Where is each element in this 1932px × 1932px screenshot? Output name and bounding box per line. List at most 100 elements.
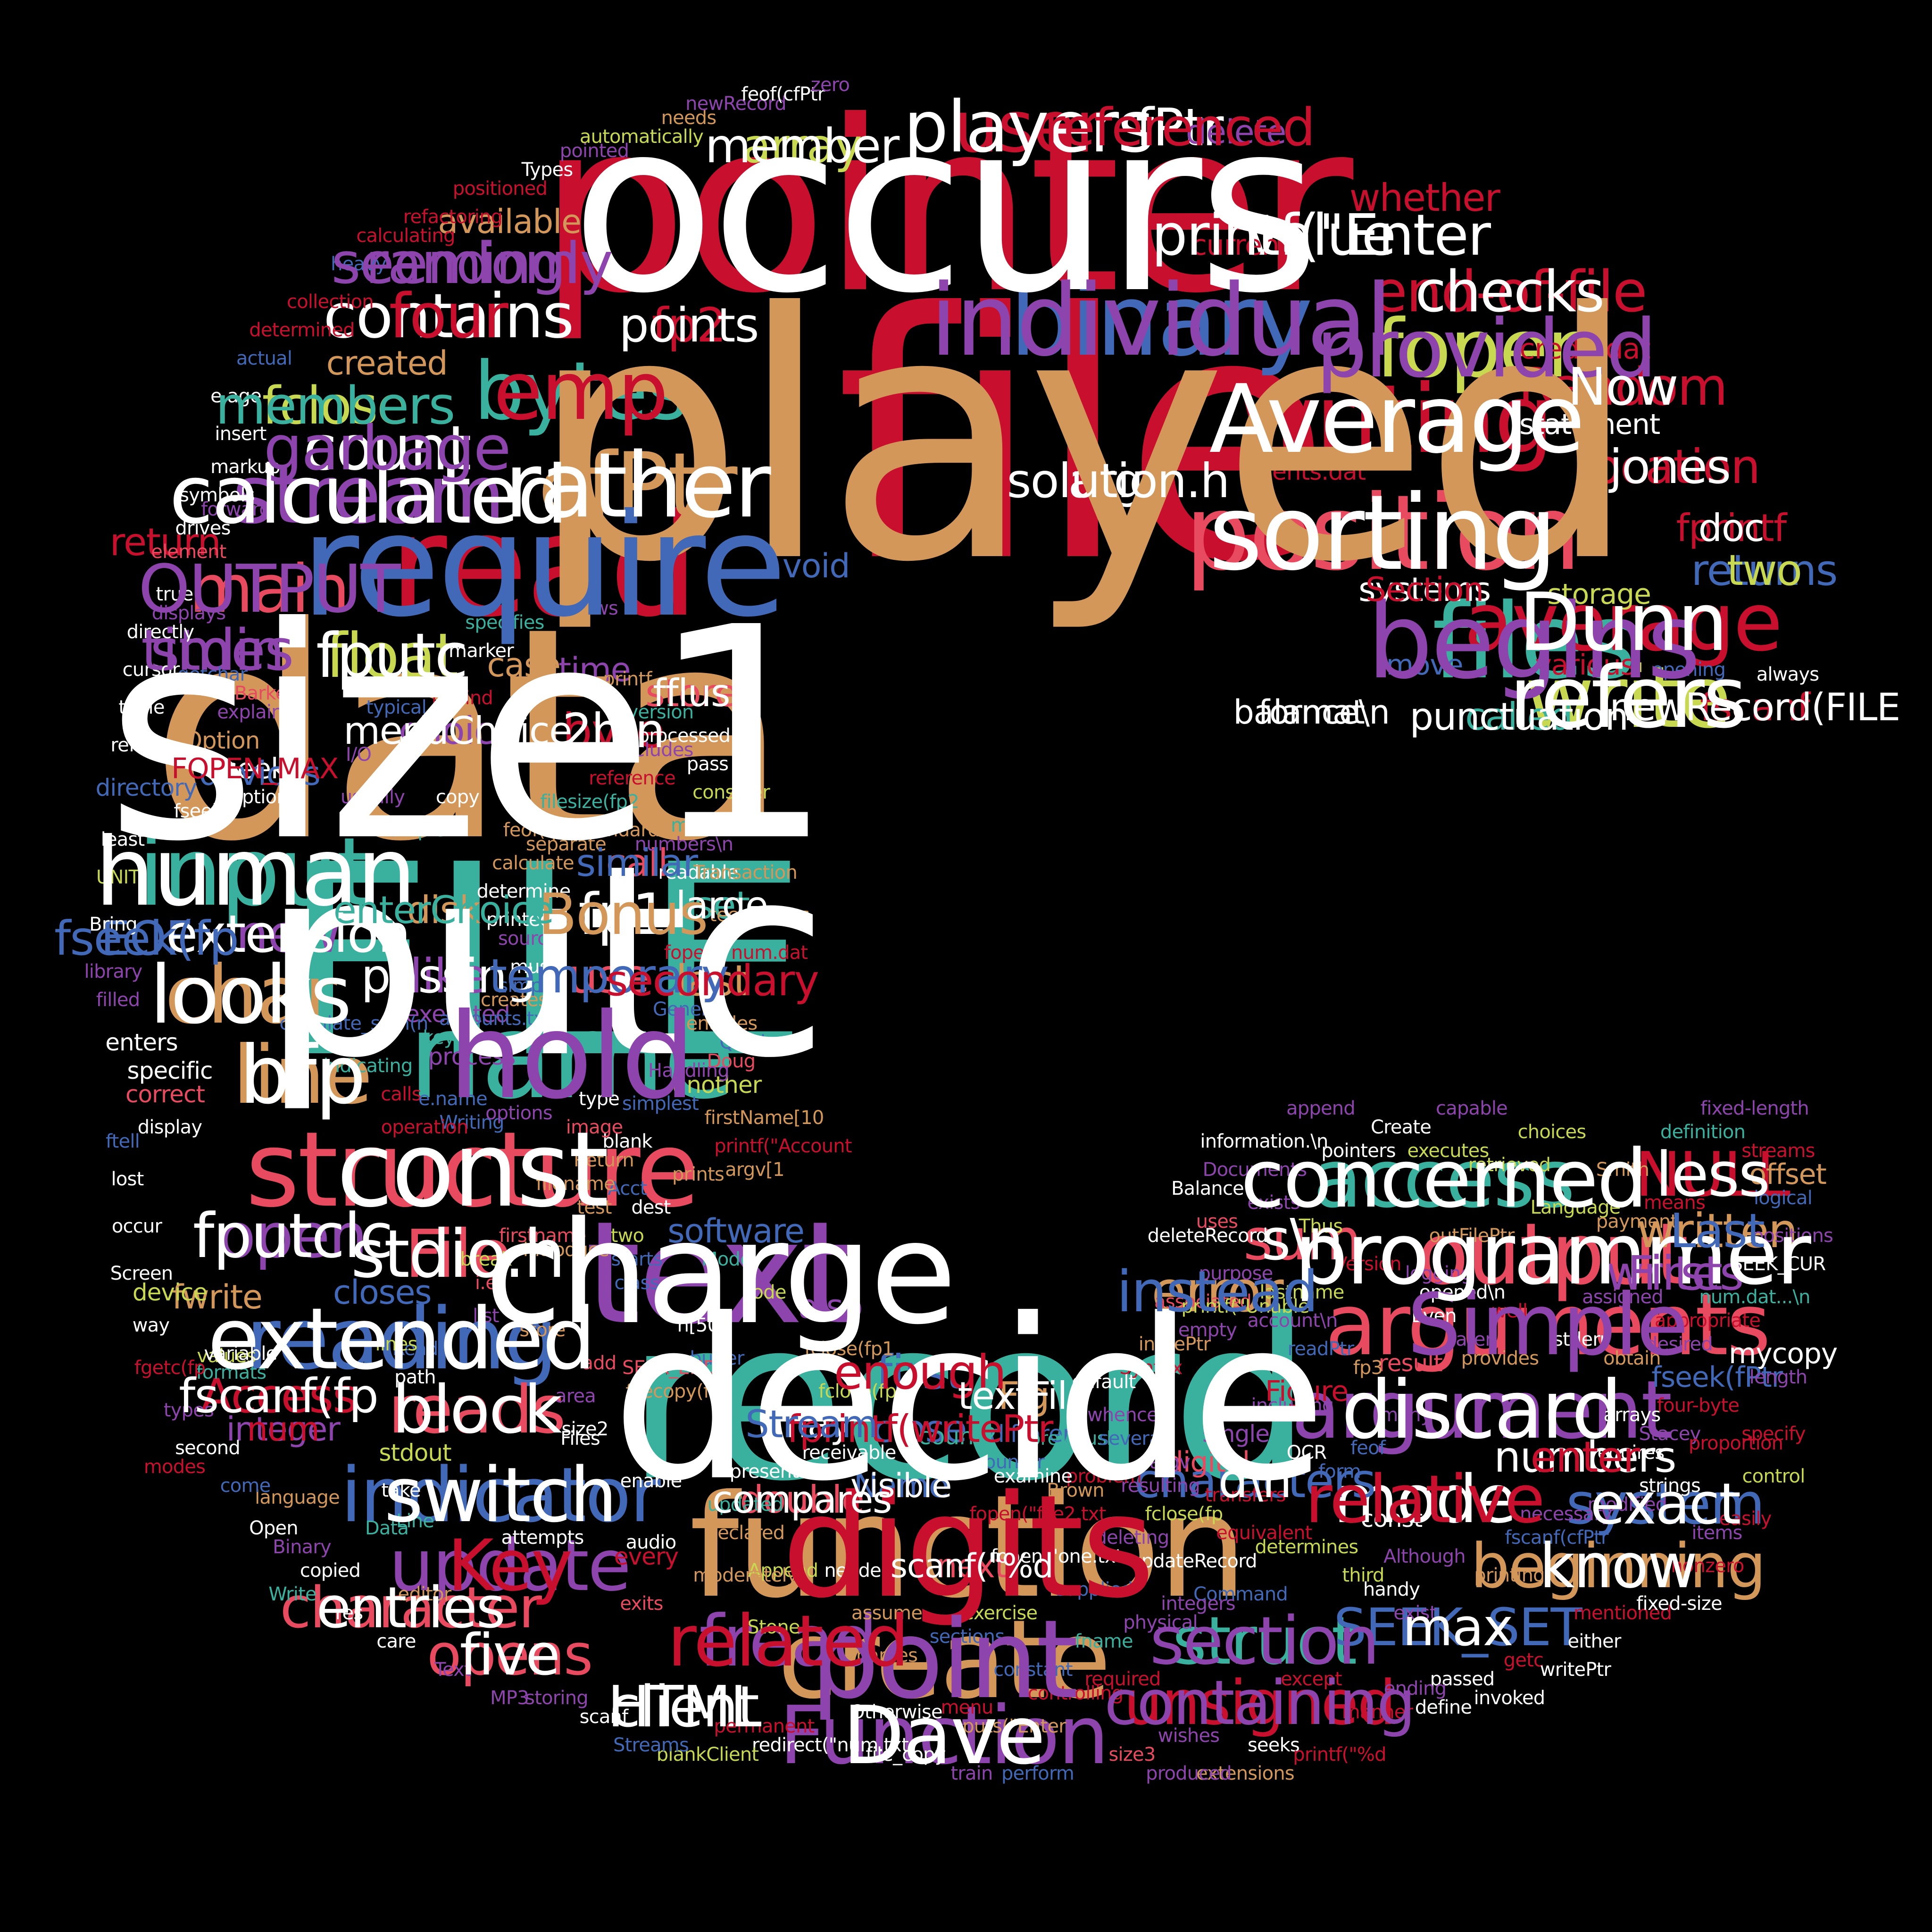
cloud-word: account\n bbox=[1247, 1310, 1338, 1332]
cloud-word: opening bbox=[1651, 659, 1726, 681]
cloud-word: copied bbox=[300, 1560, 361, 1582]
cloud-word: move bbox=[1386, 649, 1464, 682]
cloud-word: extensions bbox=[1196, 1763, 1295, 1784]
cloud-word: current bbox=[1191, 229, 1290, 262]
cloud-word: exits bbox=[620, 1593, 663, 1615]
cloud-word: markup bbox=[210, 456, 281, 478]
cloud-word: fseek bbox=[174, 800, 223, 822]
cloud-word: uses bbox=[1196, 1211, 1238, 1232]
cloud-word: five bbox=[459, 1623, 560, 1688]
cloud-word: needed bbox=[824, 1560, 893, 1582]
cloud-word: exact bbox=[1590, 1472, 1741, 1537]
cloud-word: Dave bbox=[842, 1689, 1046, 1782]
cloud-word: maximum bbox=[671, 815, 764, 836]
cloud-word: type bbox=[578, 1088, 620, 1110]
cloud-word: printf("Unable bbox=[1181, 1296, 1309, 1317]
cloud-word: calculate_sum(n bbox=[279, 1013, 429, 1034]
cloud-word: two bbox=[610, 1225, 644, 1247]
cloud-word: every bbox=[614, 1543, 679, 1570]
cloud-word: zero bbox=[810, 74, 850, 96]
cloud-word: assigned bbox=[1582, 1286, 1663, 1308]
cloud-word: display bbox=[137, 1116, 202, 1138]
cloud-word: pointer bbox=[538, 70, 1353, 345]
cloud-word: table bbox=[118, 697, 165, 718]
cloud-word: blankClient bbox=[656, 1744, 759, 1765]
cloud-word: fopen bbox=[1375, 302, 1598, 396]
cloud-word: path bbox=[394, 1366, 436, 1388]
cloud-word: read bbox=[389, 483, 699, 648]
cloud-word: well bbox=[1491, 1300, 1528, 1322]
cloud-word: nonzero bbox=[1671, 1555, 1744, 1577]
cloud-word: sections bbox=[929, 1626, 1005, 1648]
cloud-word: displays bbox=[151, 602, 226, 624]
cloud-word: character bbox=[280, 1575, 541, 1641]
cloud-word: played bbox=[529, 241, 1638, 636]
cloud-word: cfPtr bbox=[538, 433, 737, 538]
cloud-word: perform bbox=[1001, 1763, 1074, 1784]
cloud-word: information.\n bbox=[1200, 1131, 1328, 1152]
cloud-word: Acct bbox=[608, 1178, 647, 1199]
cloud-word: come bbox=[220, 1475, 271, 1497]
cloud-word: data bbox=[149, 566, 791, 906]
cloud-word: stdin bbox=[150, 618, 285, 683]
cloud-word: Mode bbox=[701, 1249, 752, 1270]
cloud-word: Handling bbox=[648, 1060, 730, 1082]
cloud-word: i.e bbox=[475, 1272, 497, 1294]
cloud-word: version bbox=[627, 701, 694, 723]
cloud-word: various bbox=[1535, 649, 1635, 682]
cloud-word: feof(cfPtr bbox=[741, 83, 825, 105]
cloud-word: emp bbox=[493, 345, 668, 438]
cloud-word: garbage bbox=[263, 412, 511, 484]
cloud-word: fscanf(fp bbox=[179, 1368, 379, 1424]
cloud-word: firstname bbox=[499, 1225, 586, 1247]
cloud-word: solution.h bbox=[1007, 453, 1230, 508]
cloud-word: executed bbox=[405, 1000, 510, 1028]
cloud-word: putc bbox=[261, 808, 829, 1116]
cloud-word: arrays bbox=[1603, 1404, 1661, 1426]
cloud-word: passed bbox=[1430, 1668, 1495, 1690]
cloud-word: starts bbox=[611, 1249, 663, 1270]
cloud-word: byte bbox=[562, 703, 665, 758]
cloud-word: devices bbox=[199, 754, 321, 793]
cloud-word: Option bbox=[183, 727, 260, 754]
cloud-word: mycopy bbox=[1728, 1337, 1838, 1370]
cloud-word: Text bbox=[434, 1659, 472, 1681]
cloud-word: File bbox=[405, 1216, 511, 1293]
cloud-word: fp3 bbox=[1353, 1357, 1383, 1379]
cloud-word: punctuation bbox=[1409, 695, 1629, 739]
cloud-word: types bbox=[163, 1399, 214, 1421]
cloud-word: mentioned bbox=[1573, 1602, 1672, 1624]
cloud-word: later bbox=[1450, 1329, 1493, 1350]
cloud-word: reading bbox=[245, 1290, 558, 1389]
cloud-word: filesize(fp2 bbox=[540, 791, 639, 813]
cloud-word: device bbox=[132, 1279, 208, 1306]
cloud-word: fclose(fp bbox=[1145, 1503, 1224, 1525]
cloud-word: Although bbox=[1383, 1546, 1466, 1567]
cloud-word: void bbox=[782, 547, 850, 585]
cloud-word: positioned bbox=[452, 178, 548, 200]
cloud-word: correct bbox=[125, 1081, 205, 1108]
cloud-word: files bbox=[1432, 581, 1636, 702]
cloud-word: section bbox=[1149, 1603, 1380, 1680]
cloud-word: position bbox=[1184, 473, 1582, 593]
cloud-word: stored bbox=[645, 671, 761, 715]
cloud-word: binary bbox=[1009, 263, 1313, 378]
cloud-word: argc bbox=[1068, 453, 1168, 508]
cloud-word: getchar bbox=[177, 664, 248, 685]
cloud-word: refer bbox=[110, 734, 154, 756]
cloud-word: menu bbox=[941, 1697, 993, 1718]
cloud-word: checks bbox=[1415, 259, 1605, 325]
cloud-word: store bbox=[519, 1319, 566, 1341]
cloud-word: code bbox=[742, 1282, 786, 1303]
cloud-word: new bbox=[235, 904, 341, 964]
cloud-word: process bbox=[428, 1043, 516, 1070]
cloud-word: Smith bbox=[1596, 1159, 1649, 1181]
cloud-word: choice bbox=[399, 709, 517, 753]
cloud-word: care bbox=[376, 1631, 416, 1652]
cloud-word: buffer bbox=[690, 1348, 744, 1369]
cloud-word: random bbox=[365, 231, 579, 297]
cloud-word: fname bbox=[1074, 1631, 1133, 1652]
cloud-word: function bbox=[689, 1465, 1247, 1629]
cloud-word: next bbox=[936, 1547, 1008, 1585]
cloud-word: stdio.h bbox=[350, 1216, 566, 1293]
